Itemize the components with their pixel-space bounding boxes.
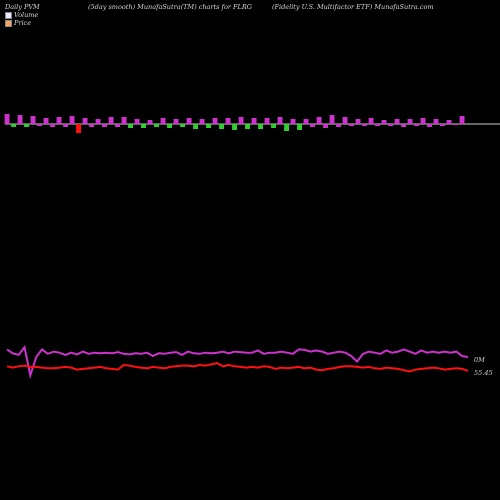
volume-bar [102, 124, 107, 127]
volume-bar [284, 124, 289, 131]
volume-bar [407, 119, 413, 124]
volume-bar [128, 124, 133, 128]
volume-bar [381, 120, 387, 124]
volume-bar [95, 119, 101, 124]
volume-bar [440, 124, 445, 126]
volume-line [6, 344, 469, 380]
price-readout: 55.45 [474, 369, 493, 377]
volume-bar [316, 117, 322, 124]
volume-bar [121, 117, 127, 124]
volume-bar [141, 124, 146, 128]
volume-bar [336, 124, 341, 127]
volume-bar [56, 117, 62, 124]
volume-bar [37, 124, 42, 126]
legend: Volume Price [5, 11, 38, 27]
volume-bar [446, 120, 452, 124]
volume-bar [420, 118, 426, 124]
volume-bar [238, 117, 244, 124]
volume-bar [154, 124, 159, 127]
volume-bar [271, 124, 276, 128]
volume-bar [199, 119, 205, 124]
volume-bar [427, 124, 432, 127]
volume-bar [459, 116, 465, 124]
legend-volume: Volume [5, 11, 38, 19]
volume-bar [69, 116, 75, 124]
volume-bar [134, 119, 140, 124]
volume-bar [206, 124, 211, 128]
volume-bar [180, 124, 185, 127]
bars-group [4, 114, 465, 133]
volume-bar [24, 124, 29, 127]
volume-bar [11, 124, 16, 127]
volume-bar [323, 124, 328, 128]
volume-bar [17, 115, 23, 124]
volume-bar [245, 124, 250, 129]
volume-bar [349, 124, 354, 126]
volume-bar [368, 118, 374, 124]
legend-price: Price [5, 19, 38, 27]
volume-bar [297, 124, 302, 130]
volume-bar [414, 124, 419, 126]
volume-bar [225, 118, 231, 124]
volume-bar [232, 124, 237, 130]
legend-price-label: Price [14, 19, 32, 27]
volume-bar [453, 124, 458, 125]
volume-bar [50, 124, 55, 127]
volume-bar [375, 124, 380, 126]
chart-type-label: Daily PVM [5, 3, 40, 11]
volume-bar [401, 124, 406, 127]
chart-title: (5day smooth) MunafaSutra(TM) charts for… [88, 3, 252, 11]
volume-bar [30, 116, 36, 124]
volume-bar [329, 115, 335, 124]
volume-bar [173, 119, 179, 124]
volume-bar [160, 118, 166, 124]
volume-bar [63, 124, 68, 127]
volume-bar [76, 124, 81, 133]
volume-bar [362, 124, 367, 126]
volume-swatch [5, 11, 12, 19]
volume-bar [258, 124, 263, 129]
volume-bar [342, 117, 348, 124]
volume-bar [89, 124, 94, 127]
chart-source: (Fidelity U.S. Multifactor ETF) MunafaSu… [272, 3, 434, 11]
price-swatch [5, 19, 12, 27]
volume-bar [219, 124, 224, 129]
volume-bar [193, 124, 198, 129]
legend-volume-label: Volume [14, 11, 39, 19]
volume-bar [264, 118, 270, 124]
volume-bar [310, 124, 315, 127]
volume-bar [355, 119, 361, 124]
volume-bar [4, 114, 10, 124]
price-line [6, 362, 469, 373]
volume-bar [186, 118, 192, 124]
volume-bar [43, 118, 49, 124]
volume-bar [108, 117, 114, 124]
volume-bar [251, 118, 257, 124]
volume-bar [82, 118, 88, 124]
volume-bar [147, 120, 153, 124]
volume-bar [388, 124, 393, 126]
volume-bar [433, 119, 439, 124]
volume-bar [167, 124, 172, 128]
volume-bar [290, 119, 296, 124]
volume-readout: 0M [474, 356, 485, 364]
volume-bar [303, 119, 309, 124]
volume-bar [394, 119, 400, 124]
volume-bar [212, 118, 218, 124]
volume-bar [115, 124, 120, 127]
volume-bar [277, 117, 283, 124]
